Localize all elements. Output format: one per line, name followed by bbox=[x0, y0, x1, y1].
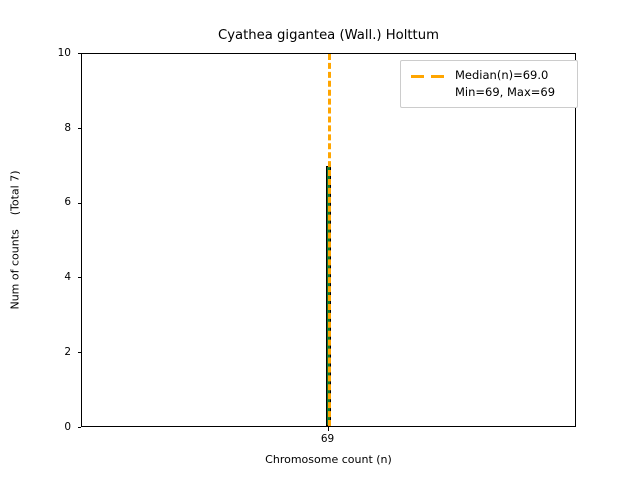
y-axis-label-container: Num of counts (Total 7) bbox=[0, 53, 30, 427]
chart-legend: Median(n)=69.0 Min=69, Max=69 bbox=[400, 60, 578, 108]
legend-entry-median: Median(n)=69.0 bbox=[409, 67, 569, 84]
y-tick-label-8: 8 bbox=[64, 121, 71, 134]
plot-area bbox=[81, 53, 576, 427]
x-axis-label: Chromosome count (n) bbox=[265, 453, 392, 466]
x-tick-label-69: 69 bbox=[320, 433, 335, 445]
page-title: Cyathea gigantea (Wall.) Holttum bbox=[218, 28, 439, 43]
x-tick-mark-69 bbox=[327, 427, 329, 431]
y-tick-label-4: 4 bbox=[64, 271, 71, 284]
y-tick-mark-4 bbox=[77, 277, 81, 279]
y-axis-label: Num of counts (Total 7) bbox=[8, 170, 22, 310]
y-tick-label-2: 2 bbox=[64, 345, 71, 358]
dashed-line-icon bbox=[409, 69, 447, 83]
y-tick-mark-2 bbox=[77, 352, 81, 354]
legend-entry-minmax: Min=69, Max=69 bbox=[409, 84, 569, 101]
y-tick-label-10: 10 bbox=[57, 46, 71, 59]
y-tick-label-0: 0 bbox=[64, 420, 71, 433]
y-tick-mark-8 bbox=[77, 127, 81, 129]
plot-inner bbox=[82, 54, 575, 426]
y-tick-mark-0 bbox=[77, 427, 81, 428]
legend-label-minmax: Min=69, Max=69 bbox=[455, 85, 556, 99]
median-line bbox=[327, 54, 331, 426]
legend-label-median: Median(n)=69.0 bbox=[455, 68, 549, 82]
y-tick-mark-10 bbox=[77, 53, 81, 54]
y-tick-mark-6 bbox=[77, 202, 81, 204]
y-tick-label-6: 6 bbox=[64, 196, 71, 209]
